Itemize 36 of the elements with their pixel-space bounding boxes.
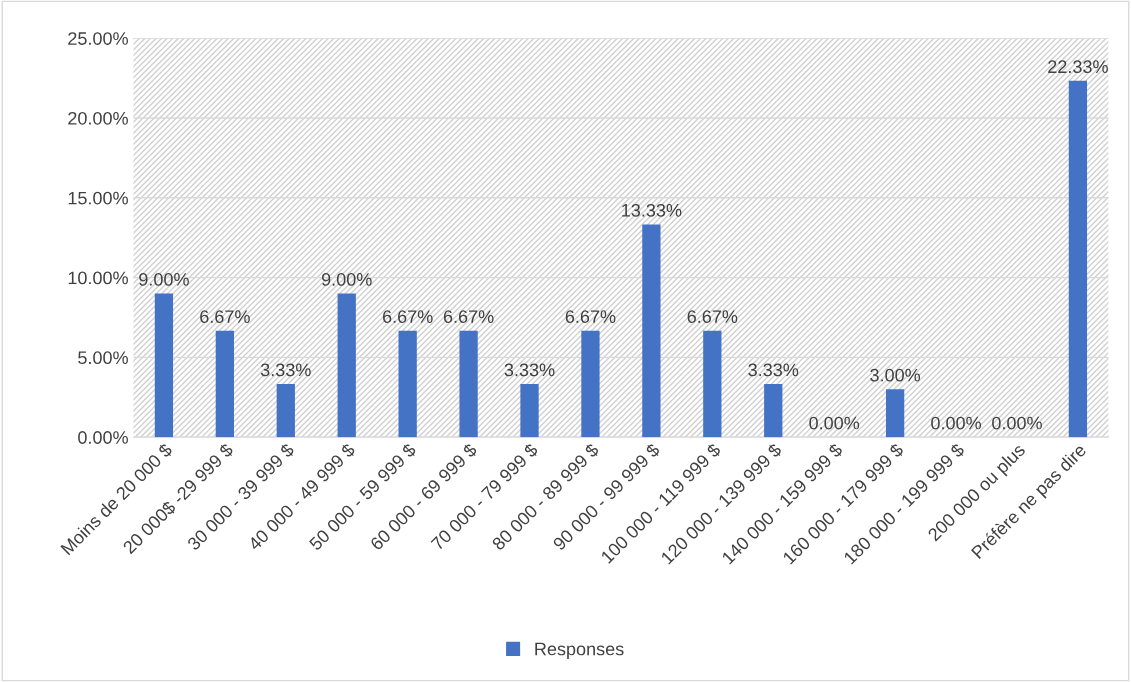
- legend-label: Responses: [535, 642, 624, 659]
- bar: [1068, 80, 1088, 438]
- y-tick-label: 15.00%: [68, 191, 128, 205]
- bar: [581, 330, 600, 438]
- bar: [398, 330, 417, 438]
- y-tick-label: 5.00%: [78, 351, 128, 365]
- data-label: 9.00%: [321, 273, 372, 286]
- data-label: 3.33%: [260, 363, 311, 377]
- data-label: 6.67%: [200, 310, 250, 323]
- bar: [520, 384, 539, 438]
- data-label: 6.67%: [382, 310, 433, 323]
- data-label: 22.33%: [1048, 60, 1108, 74]
- data-label: 0.00%: [809, 416, 860, 430]
- data-label: 3.00%: [870, 368, 921, 382]
- bar: [276, 384, 295, 438]
- data-label: 6.67%: [565, 310, 616, 323]
- bar: [885, 389, 905, 438]
- y-tick-label: 0.00%: [78, 431, 128, 444]
- data-label: 3.33%: [504, 363, 555, 377]
- data-label: 13.33%: [622, 203, 682, 217]
- data-label: 6.67%: [443, 310, 494, 323]
- data-label: 3.33%: [748, 363, 799, 377]
- bar: [215, 330, 234, 438]
- data-label: 9.00%: [139, 273, 189, 286]
- bar: [764, 384, 783, 438]
- y-tick-label: 20.00%: [68, 111, 128, 125]
- data-label: 0.00%: [992, 416, 1042, 430]
- y-tick-label: 10.00%: [68, 271, 128, 285]
- bar: [337, 293, 356, 438]
- bar: [642, 224, 661, 438]
- data-label: 0.00%: [931, 416, 982, 430]
- y-tick-label: 25.00%: [68, 32, 128, 45]
- data-label: 6.67%: [687, 310, 738, 323]
- bar: [459, 330, 478, 438]
- bar: [154, 293, 174, 438]
- bar: [703, 330, 722, 438]
